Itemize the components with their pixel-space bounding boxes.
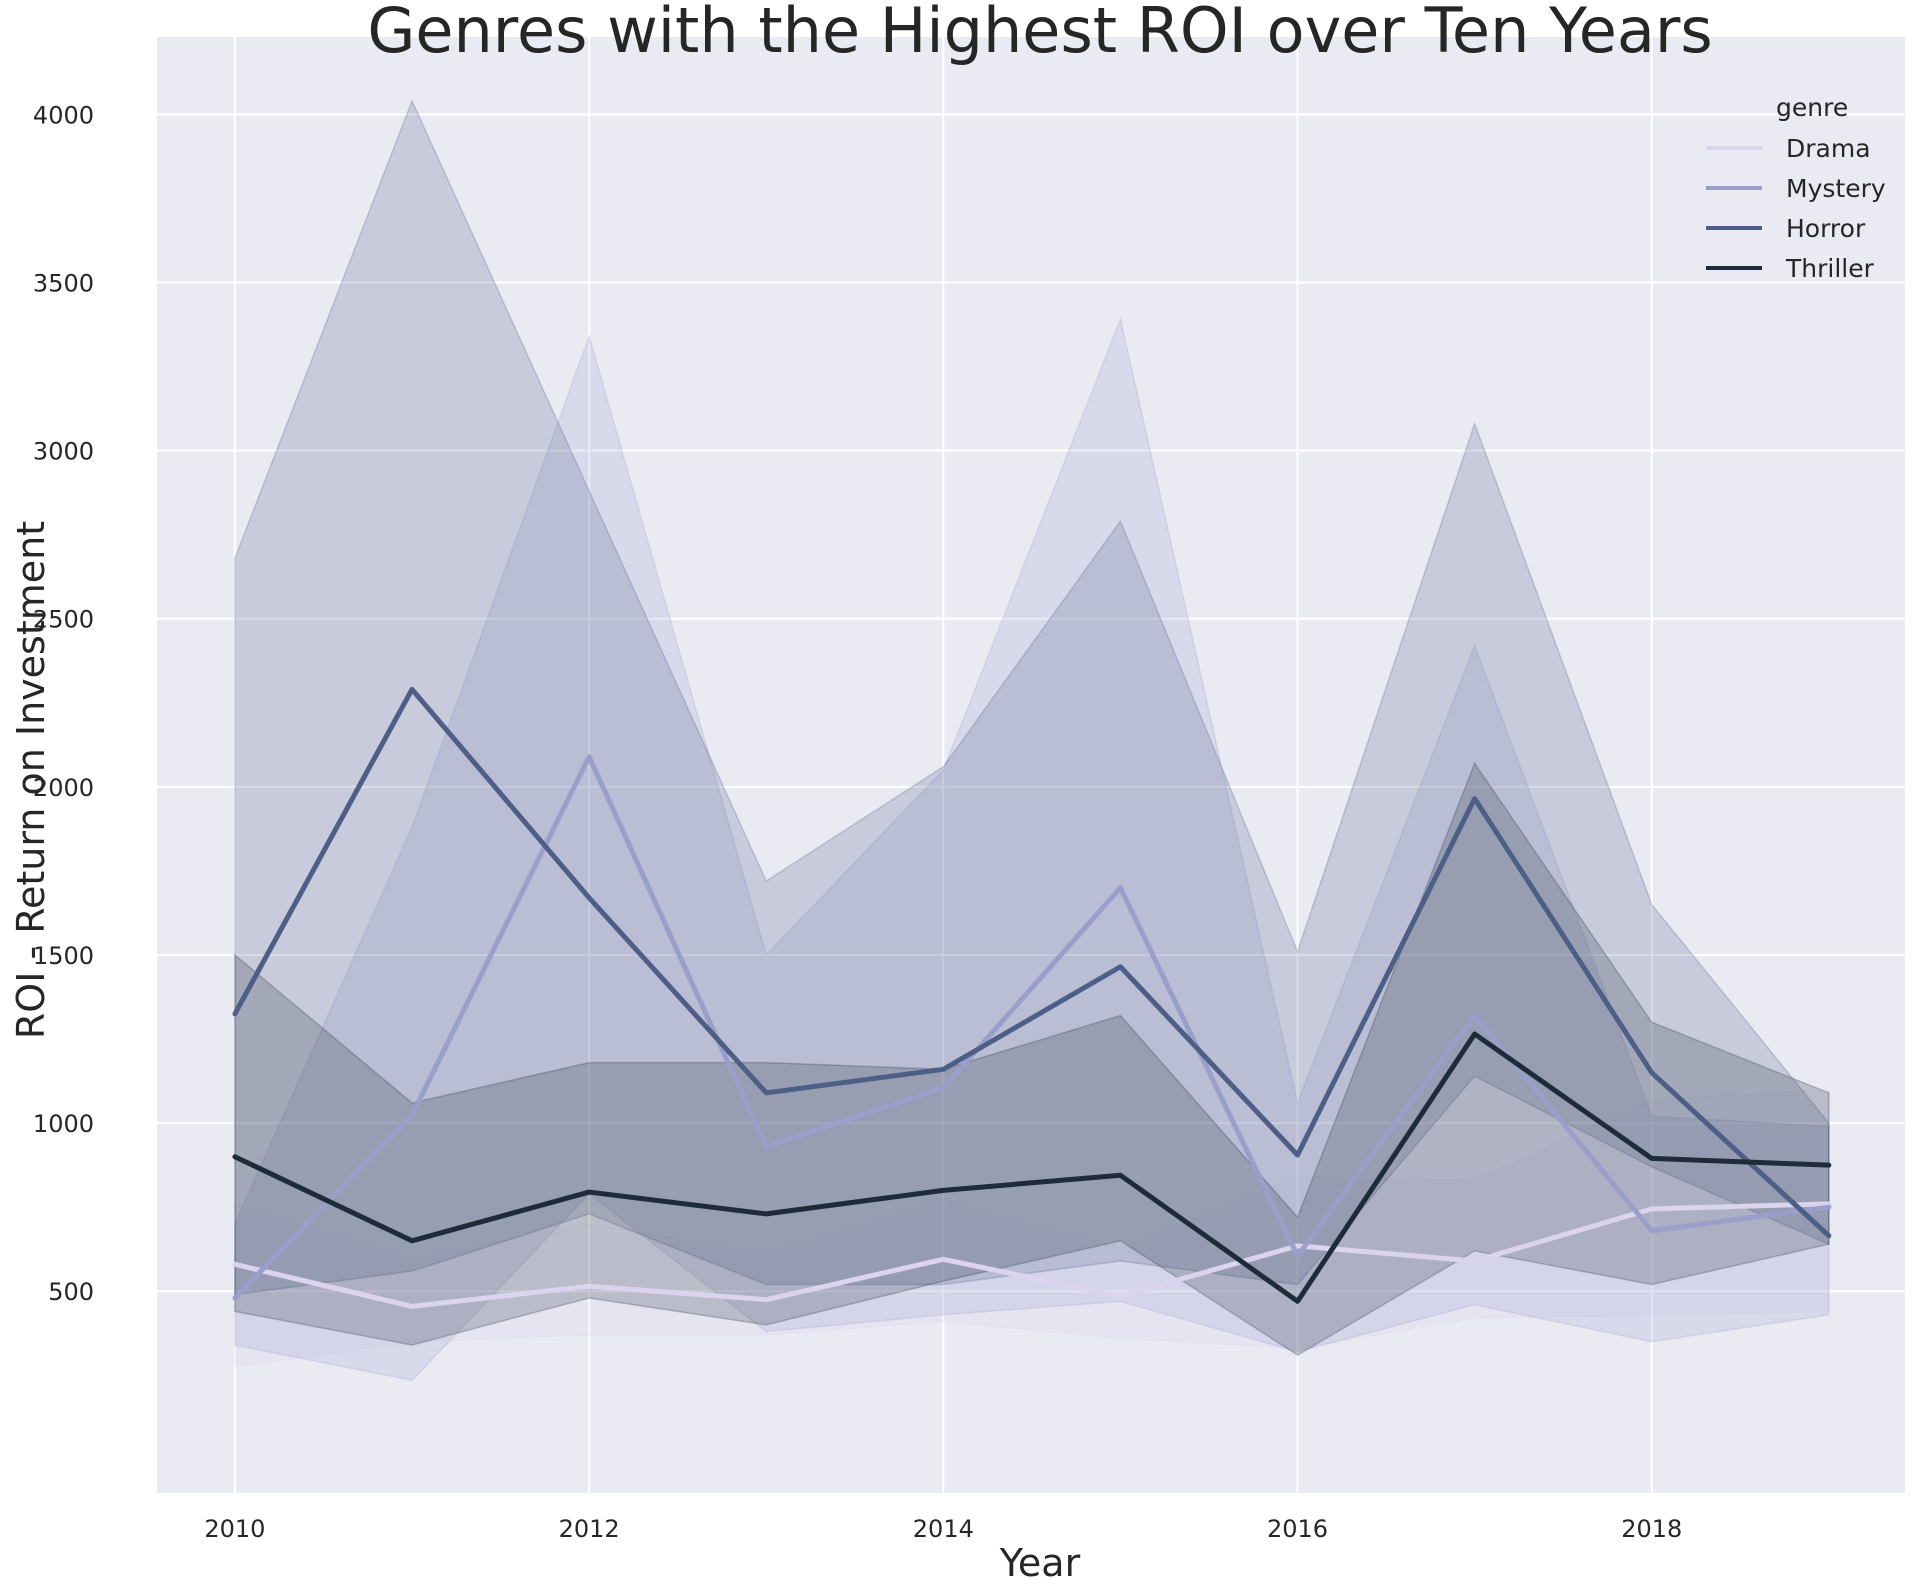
x-tick-label: 2014 [913, 1515, 974, 1543]
y-tick-label: 4000 [33, 101, 94, 129]
y-tick-label: 2000 [33, 774, 94, 802]
mystery-confidence-band [234, 316, 1830, 1382]
legend-label-drama: Drama [1786, 134, 1871, 163]
drama-series-line [232, 1201, 1832, 1309]
gridlines [157, 37, 1905, 1493]
legend-title: genre [1776, 93, 1848, 122]
y-tick-label: 500 [48, 1278, 94, 1306]
series-lines [232, 686, 1832, 1309]
x-tick-label: 2016 [1267, 1515, 1328, 1543]
mystery-series-line [232, 754, 1832, 1301]
y-axis-title: ROI - Return on Investment [9, 521, 53, 1039]
y-tick-label: 2500 [33, 606, 94, 634]
x-tick-label: 2010 [204, 1515, 265, 1543]
y-tick-label: 3500 [33, 269, 94, 297]
x-axis-title: Year [999, 1541, 1081, 1585]
y-tick-label: 1000 [33, 1110, 94, 1138]
legend-label-horror: Horror [1786, 214, 1866, 243]
x-tick-label: 2018 [1621, 1515, 1682, 1543]
plot-area [157, 37, 1905, 1493]
confidence-bands [234, 98, 1830, 1382]
chart-title: Genres with the Highest ROI over Ten Yea… [367, 0, 1712, 67]
horror-series-line [232, 686, 1832, 1239]
legend-label-thriller: Thriller [1785, 254, 1875, 283]
thriller-series-line [232, 1031, 1832, 1304]
tick-labels: 2010 2012 2014 2016 2018 500 1000 1500 2000 2500 3… [33, 101, 1682, 1543]
horror-confidence-band [234, 98, 1830, 1296]
x-tick-label: 2012 [559, 1515, 620, 1543]
drama-confidence-band [234, 1088, 1830, 1368]
y-tick-label: 1500 [33, 942, 94, 970]
legend: genre Drama Mystery Horror Thriller [1706, 93, 1886, 283]
y-tick-label: 3000 [33, 438, 94, 466]
legend-label-mystery: Mystery [1786, 174, 1886, 203]
thriller-confidence-band [234, 761, 1830, 1357]
